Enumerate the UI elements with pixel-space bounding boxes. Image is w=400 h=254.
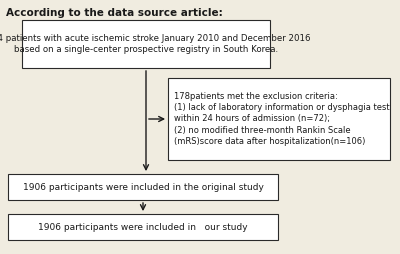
Text: 178patients met the exclusion criteria:
(1) lack of laboratory information or dy: 178patients met the exclusion criteria: … bbox=[174, 92, 390, 146]
Text: 2084 patients with acute ischemic stroke January 2010 and December 2016
based on: 2084 patients with acute ischemic stroke… bbox=[0, 34, 311, 54]
FancyBboxPatch shape bbox=[8, 214, 278, 240]
Text: According to the data source article:: According to the data source article: bbox=[6, 8, 223, 18]
FancyBboxPatch shape bbox=[22, 20, 270, 68]
FancyBboxPatch shape bbox=[8, 174, 278, 200]
Text: 1906 participants were included in the original study: 1906 participants were included in the o… bbox=[22, 183, 264, 192]
Text: 1906 participants were included in   our study: 1906 participants were included in our s… bbox=[38, 223, 248, 231]
FancyBboxPatch shape bbox=[168, 78, 390, 160]
